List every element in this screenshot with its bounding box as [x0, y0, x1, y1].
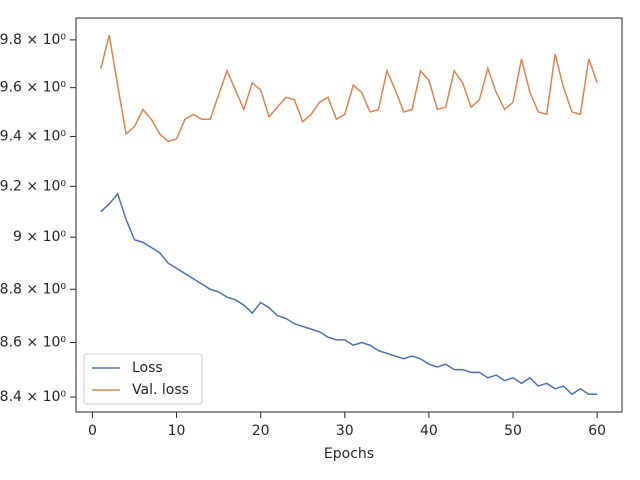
x-tick-label: 10 — [168, 423, 186, 439]
x-tick-label: 20 — [252, 423, 270, 439]
legend-box — [83, 353, 203, 405]
y-tick-label: 9 × 10⁰ — [13, 229, 66, 245]
series-line — [100, 34, 598, 143]
y-tick-label: 8.6 × 10⁰ — [0, 335, 66, 351]
y-tick-label: 9.8 × 10⁰ — [0, 32, 66, 48]
x-tick-label: 60 — [588, 423, 606, 439]
y-tick-label: 9.4 × 10⁰ — [0, 128, 66, 144]
x-axis-label: Epochs — [324, 446, 374, 462]
x-tick-label: 0 — [88, 423, 97, 439]
x-tick-label: 30 — [336, 423, 354, 439]
series-line — [100, 192, 598, 396]
legend-label: Loss — [132, 360, 163, 376]
plot-frame — [75, 17, 623, 413]
legend-label: Val. loss — [132, 382, 189, 398]
y-tick-label: 9.2 × 10⁰ — [0, 178, 66, 194]
x-tick-label: 50 — [504, 423, 522, 439]
x-tick-label: 40 — [420, 423, 438, 439]
y-tick-label: 8.4 × 10⁰ — [0, 389, 66, 405]
y-tick-label: 8.8 × 10⁰ — [0, 281, 66, 297]
y-tick-label: 9.6 × 10⁰ — [0, 80, 66, 96]
